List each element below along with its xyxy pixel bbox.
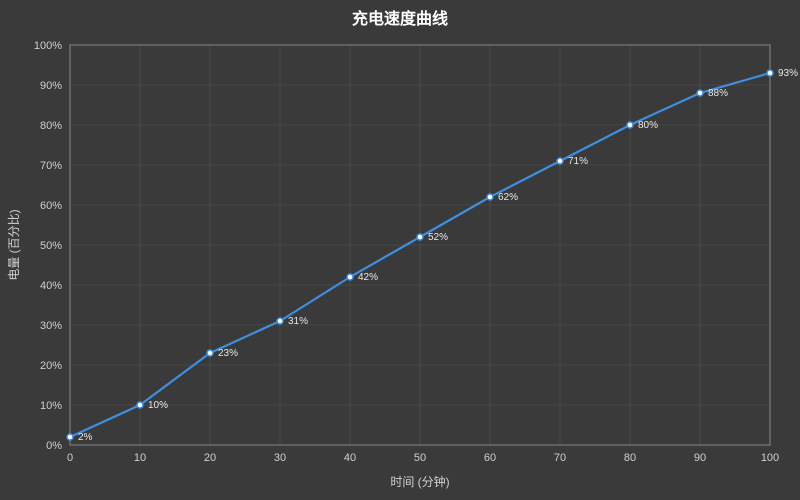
x-tick-label: 70	[554, 452, 566, 464]
data-point	[557, 158, 563, 164]
data-point	[767, 70, 773, 76]
x-axis-label: 时间 (分钟)	[390, 474, 449, 489]
chart-title: 充电速度曲线	[352, 9, 448, 28]
x-tick-label: 20	[204, 452, 216, 464]
data-point-label: 10%	[148, 400, 168, 411]
data-point-label: 42%	[358, 272, 378, 283]
y-tick-label: 20%	[40, 360, 62, 372]
charging-speed-chart: 0 10 20 30 40 50 60 70 80 90 100 0% 10% 20% 30% 40% 50% 6…	[0, 0, 800, 500]
data-point-label: 93%	[778, 68, 798, 79]
data-point	[67, 434, 73, 440]
data-point-label: 80%	[638, 120, 658, 131]
y-tick-label: 90%	[40, 80, 62, 92]
data-point-label: 31%	[288, 316, 308, 327]
data-point-label: 23%	[218, 348, 238, 359]
x-tick-label: 30	[274, 452, 286, 464]
x-tick-label: 60	[484, 452, 496, 464]
data-point-label: 52%	[428, 232, 448, 243]
y-tick-label: 10%	[40, 400, 62, 412]
y-tick-label: 60%	[40, 200, 62, 212]
data-point	[417, 234, 423, 240]
y-tick-label: 50%	[40, 240, 62, 252]
x-tick-label: 50	[414, 452, 426, 464]
x-tick-label: 40	[344, 452, 356, 464]
data-point	[207, 350, 213, 356]
data-point	[347, 274, 353, 280]
data-point-label: 2%	[78, 432, 93, 443]
data-point	[487, 194, 493, 200]
y-tick-label: 40%	[40, 280, 62, 292]
x-tick-label: 80	[624, 452, 636, 464]
y-tick-label: 30%	[40, 320, 62, 332]
y-tick-label: 100%	[34, 40, 62, 52]
x-tick-label: 10	[134, 452, 146, 464]
data-point	[277, 318, 283, 324]
data-point-label: 71%	[568, 156, 588, 167]
chart-svg: 0 10 20 30 40 50 60 70 80 90 100 0% 10% 20% 30% 40% 50% 6…	[0, 0, 800, 500]
y-tick-label: 70%	[40, 160, 62, 172]
y-tick-label: 0%	[46, 440, 62, 452]
y-tick-label: 80%	[40, 120, 62, 132]
data-point-label: 88%	[708, 88, 728, 99]
chart-background	[0, 0, 800, 500]
data-point	[627, 122, 633, 128]
data-point-label: 62%	[498, 192, 518, 203]
data-point	[137, 402, 143, 408]
x-tick-label: 0	[67, 452, 73, 464]
y-axis-label: 电量 (百分比)	[7, 209, 21, 280]
data-point	[697, 90, 703, 96]
x-tick-label: 90	[694, 452, 706, 464]
x-tick-label: 100	[761, 452, 779, 464]
